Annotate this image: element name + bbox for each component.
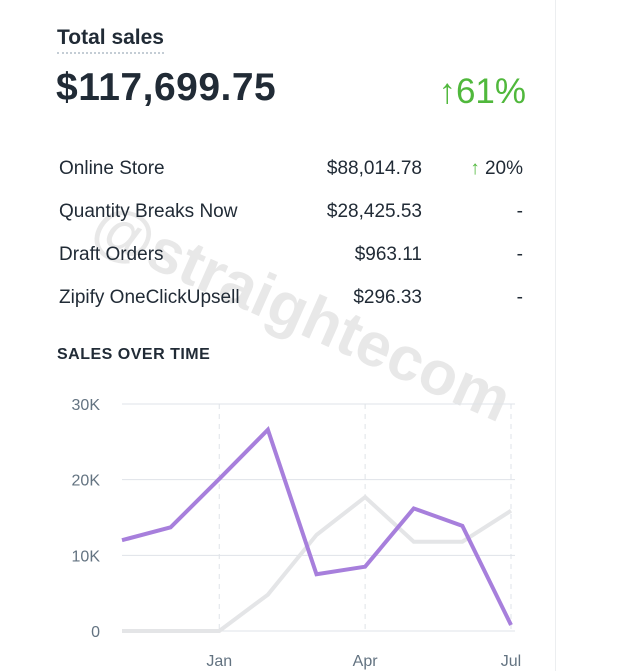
title[interactable]: Total sales bbox=[57, 26, 164, 54]
total-change: ↑61% bbox=[438, 72, 526, 111]
x-tick-label: Apr bbox=[353, 653, 379, 670]
chart-title: SALES OVER TIME bbox=[57, 346, 211, 363]
channel-name: Online Store bbox=[59, 158, 165, 179]
channel-amount: $28,425.53 bbox=[326, 201, 422, 222]
total-sales: $117,699.75 bbox=[56, 66, 277, 109]
sales-row: Draft Orders $963.11 - bbox=[59, 244, 523, 268]
series-line bbox=[122, 494, 513, 633]
y-tick-label: 20K bbox=[72, 473, 101, 490]
channel-name: Draft Orders bbox=[59, 244, 164, 265]
series-line bbox=[121, 426, 513, 626]
sales-row: Zipify OneClickUpsell $296.33 - bbox=[59, 287, 523, 311]
x-tick-label: Jan bbox=[206, 653, 232, 670]
channel-amount: $88,014.78 bbox=[326, 158, 422, 179]
sales-row: Quantity Breaks Now $28,425.53 - bbox=[59, 201, 523, 225]
x-tick-label: Jul bbox=[501, 653, 521, 670]
channel-change: - bbox=[516, 201, 523, 222]
y-tick-label: 0 bbox=[91, 624, 100, 641]
channel-amount: $296.33 bbox=[353, 287, 422, 308]
channel-name: Quantity Breaks Now bbox=[59, 201, 238, 222]
y-tick-label: 10K bbox=[72, 548, 101, 565]
channel-amount: $963.11 bbox=[354, 244, 422, 265]
channel-change: ↑ 20% bbox=[470, 158, 523, 179]
divider bbox=[555, 0, 556, 671]
channel-name: Zipify OneClickUpsell bbox=[59, 287, 240, 308]
channel-change: - bbox=[516, 287, 523, 308]
watermark: @straightecom bbox=[82, 190, 521, 436]
y-tick-label: 30K bbox=[72, 397, 101, 414]
up-arrow: ↑ bbox=[470, 158, 480, 179]
channel-change: - bbox=[516, 244, 523, 265]
sales-row: Online Store $88,014.78 ↑ 20% bbox=[59, 158, 523, 182]
